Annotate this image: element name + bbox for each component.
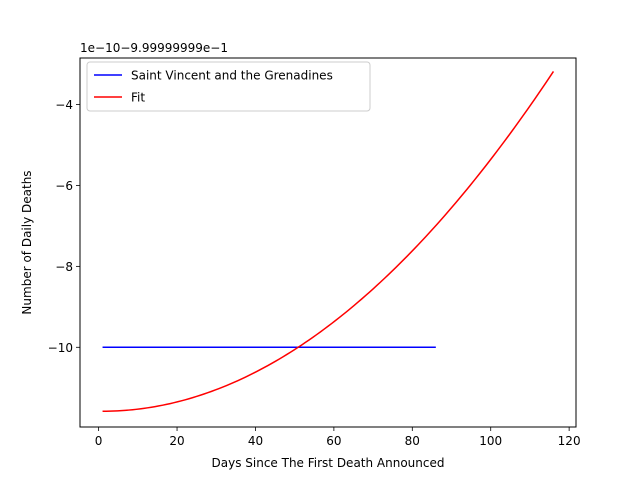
legend-label-fit: Fit (131, 91, 145, 105)
y-axis-label: Number of Daily Deaths (20, 170, 34, 314)
legend: Saint Vincent and the Grenadines Fit (86, 61, 371, 112)
y-tick-label: −6 (55, 179, 73, 193)
x-axis-label: Days Since The First Death Announced (212, 456, 445, 470)
x-tick-label: 120 (558, 434, 581, 448)
plot-area-frame (79, 57, 577, 428)
legend-box (86, 61, 371, 112)
y-tick-label: −8 (55, 260, 73, 274)
legend-label-saint-vincent: Saint Vincent and the Grenadines (131, 69, 333, 83)
series-line-1 (102, 71, 555, 412)
y-tick-label: −10 (48, 341, 73, 355)
y-axis-offset-label: 1e−10−9.99999999e−1 (80, 41, 228, 55)
x-tick-label: 20 (169, 434, 184, 448)
x-axis-ticks: 0 20 40 60 80 100 120 (95, 427, 581, 448)
x-tick-label: 100 (479, 434, 502, 448)
plot-lines (102, 71, 555, 412)
y-axis-ticks: −10 −8 −6 −4 (48, 98, 80, 355)
x-tick-label: 40 (248, 434, 263, 448)
x-tick-label: 60 (326, 434, 341, 448)
x-tick-label: 80 (405, 434, 420, 448)
x-tick-label: 0 (95, 434, 103, 448)
y-tick-label: −4 (55, 98, 73, 112)
